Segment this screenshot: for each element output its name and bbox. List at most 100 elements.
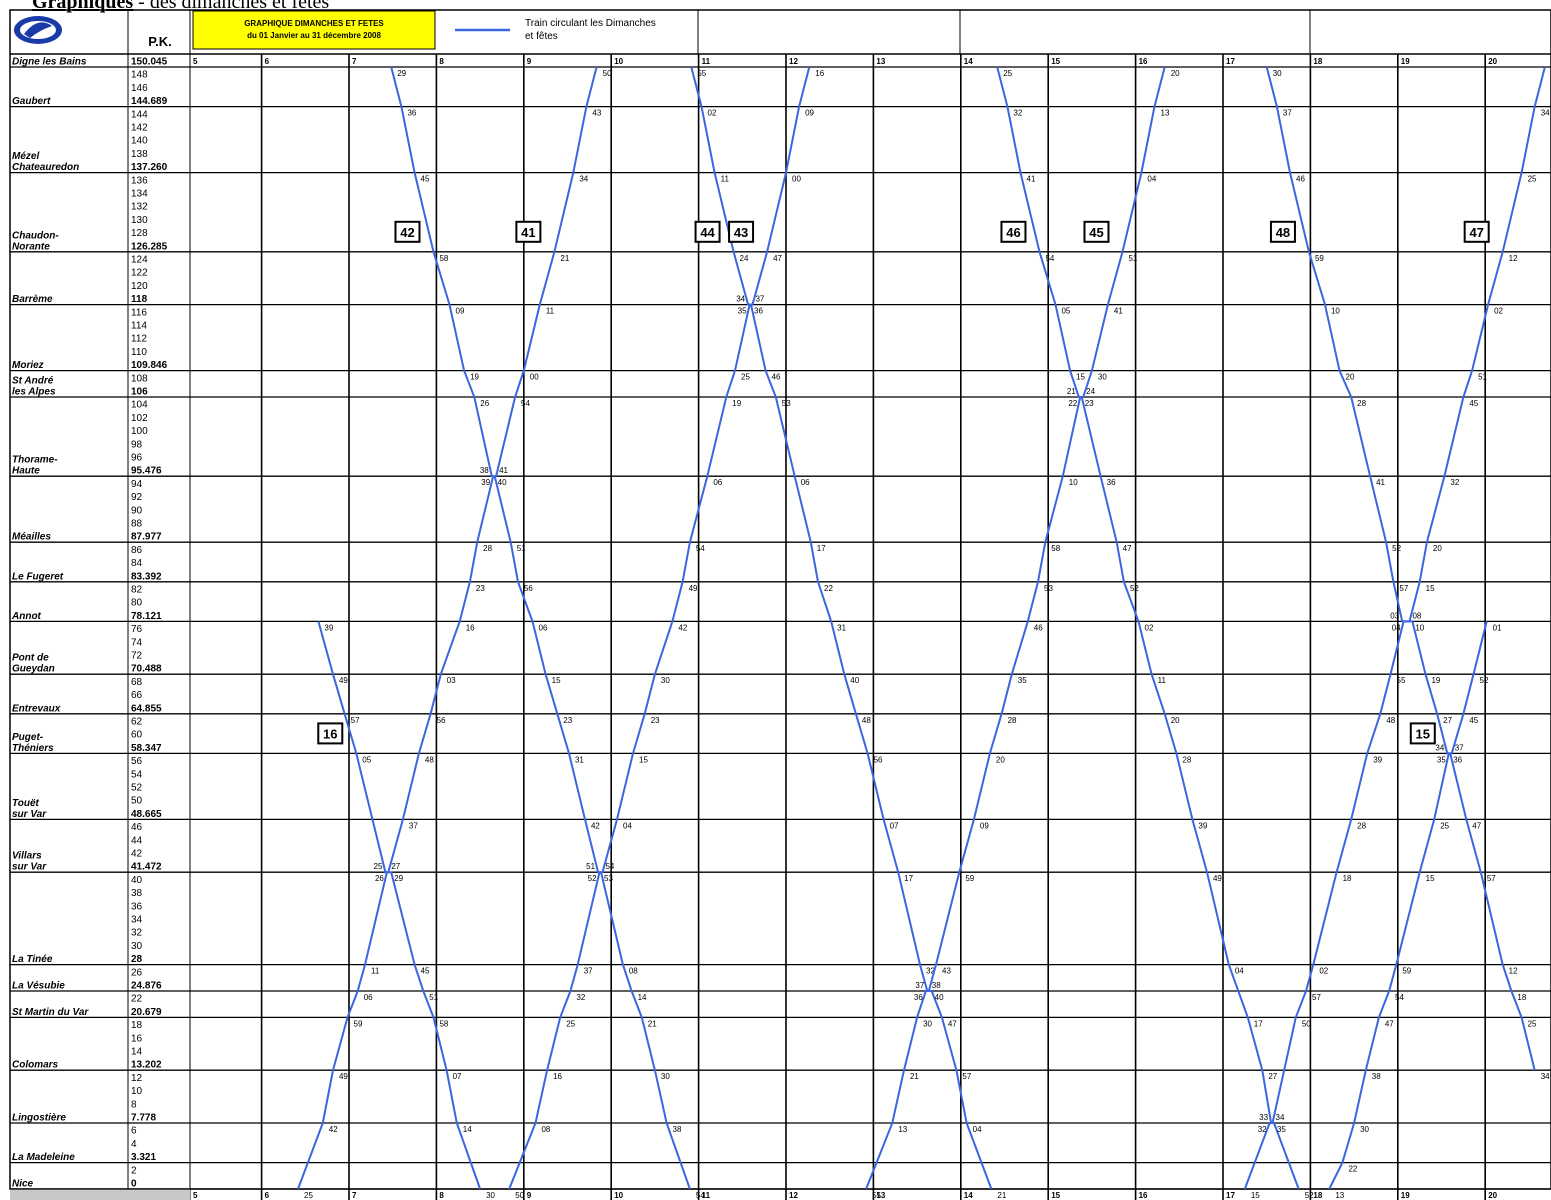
time-label: 41 (1114, 307, 1123, 316)
hour-label: 15 (1051, 1191, 1060, 1200)
pk-label: 136 (131, 175, 148, 186)
pk-label: 52 (131, 783, 143, 794)
hour-label: 17 (1226, 1191, 1235, 1200)
time-label: 05 (1061, 307, 1070, 316)
time-label: 55 (872, 1191, 881, 1200)
time-label: 17 (817, 544, 826, 553)
train-line (508, 66, 811, 1190)
time-label: 21 (910, 1072, 919, 1081)
train-number-box (515, 220, 542, 243)
hour-label: 19 (1401, 57, 1410, 66)
station-name: Gaubert (12, 96, 51, 107)
time-label: 25 (566, 1019, 575, 1028)
banner (192, 10, 436, 50)
train-number-box (317, 722, 344, 745)
time-label: 25 (1528, 1019, 1537, 1028)
station-name: Lingostière (12, 1113, 66, 1124)
time-label: 02 (1319, 967, 1328, 976)
time-label: 34 (1435, 743, 1444, 752)
station-name: Annot (11, 611, 42, 622)
time-label: 46 (772, 373, 781, 382)
pk-label: 60 (131, 730, 143, 741)
time-label: 08 (629, 967, 638, 976)
time-label: 32 (1258, 1125, 1267, 1134)
pk-label: 88 (131, 519, 143, 530)
station-name: Puget- (12, 732, 44, 743)
time-label: 51 (517, 544, 526, 553)
time-label: 04 (1147, 175, 1156, 184)
time-label: 26 (375, 874, 384, 883)
pk-label: 95.476 (131, 466, 162, 477)
time-label: 13 (1161, 109, 1170, 118)
time-label: 27 (391, 862, 400, 871)
pk-label: 92 (131, 492, 143, 503)
time-label: 35 (1437, 755, 1446, 764)
time-label: 09 (980, 821, 989, 830)
time-label: 38 (480, 466, 489, 475)
train-number: 44 (700, 225, 715, 240)
time-label: 35 (1277, 1125, 1286, 1134)
time-label: 36 (754, 307, 763, 316)
time-label: 22 (1068, 399, 1077, 408)
pk-label: 96 (131, 453, 143, 464)
station-name: Pont de (12, 653, 49, 664)
train-number: 45 (1089, 225, 1103, 240)
train-number-box (1409, 722, 1436, 745)
pk-label: 134 (131, 189, 148, 200)
train-number: 43 (734, 225, 748, 240)
time-label: 24 (1086, 387, 1095, 396)
pk-label: 116 (131, 307, 147, 318)
train-line (1265, 66, 1536, 1071)
hour-label: 13 (876, 57, 885, 66)
hour-label: 8 (439, 1191, 444, 1200)
pk-label: 70.488 (131, 664, 162, 675)
time-label: 16 (466, 623, 475, 632)
time-label: 16 (553, 1072, 562, 1081)
pk-label: 120 (131, 281, 148, 292)
station-name: Entrevaux (12, 703, 61, 714)
time-label: 11 (546, 307, 555, 316)
hour-label: 13 (876, 1191, 885, 1200)
pk-label: 18 (131, 1020, 143, 1031)
pk-label: 100 (131, 426, 148, 437)
time-label: 45 (1469, 399, 1478, 408)
time-label: 19 (1431, 676, 1440, 685)
train-line (1328, 621, 1488, 1190)
time-label: 19 (732, 399, 741, 408)
hour-label: 12 (789, 57, 798, 66)
station-name: Nice (12, 1179, 34, 1190)
frame (9, 9, 1551, 1190)
train-line (996, 66, 1300, 1190)
time-label: 15 (552, 676, 561, 685)
time-label: 37 (755, 295, 764, 304)
time-label: 49 (1213, 874, 1222, 883)
title-main: Graphiques (32, 0, 133, 13)
time-label: 55 (697, 69, 706, 78)
pk-label: 140 (131, 136, 148, 147)
time-label: 57 (962, 1072, 971, 1081)
hour-label: 6 (265, 57, 270, 66)
pk-label: 14 (131, 1047, 143, 1058)
time-label: 39 (481, 478, 490, 487)
station-name: Digne les Bains (12, 57, 87, 68)
time-label: 54 (1045, 254, 1054, 263)
pk-label: 68 (131, 677, 143, 688)
pk-label: 4 (131, 1139, 137, 1150)
time-label: 07 (453, 1072, 462, 1081)
time-label: 02 (1145, 623, 1154, 632)
time-label: 52 (1392, 544, 1401, 553)
time-label: 54 (521, 399, 530, 408)
hour-label: 10 (614, 57, 623, 66)
station-name: Méailles (12, 532, 51, 543)
time-label: 40 (850, 676, 859, 685)
time-label: 20 (1346, 373, 1355, 382)
time-label: 32 (1450, 478, 1459, 487)
hour-label: 14 (964, 1191, 973, 1200)
time-label: 38 (1372, 1072, 1381, 1081)
train-line (297, 66, 598, 1190)
station-name: sur Var (12, 862, 47, 873)
time-label: 34 (736, 295, 745, 304)
time-label: 15 (1426, 874, 1435, 883)
time-label: 47 (1472, 821, 1481, 830)
